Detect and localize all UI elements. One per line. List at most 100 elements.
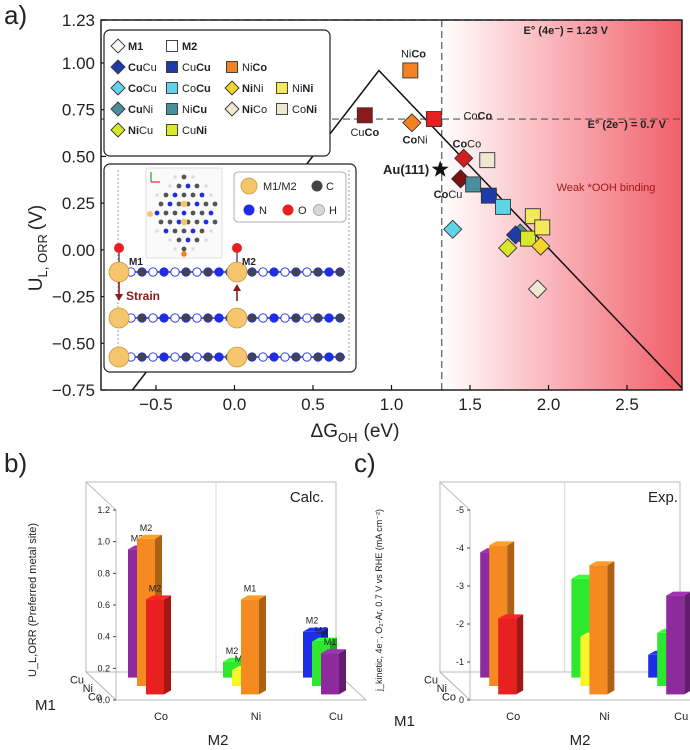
- panel-b-xlabel: M2: [208, 732, 229, 749]
- adsorbate-oxygen: [232, 243, 242, 253]
- bar-side: [516, 614, 524, 695]
- structure-inset: M1 M2 Strain M1/M2 C N O H: [103, 163, 357, 373]
- data-point: [465, 176, 482, 193]
- legend-marker: [110, 38, 126, 54]
- y-tick-label: 0.0: [97, 695, 110, 705]
- side-atom: [203, 267, 213, 277]
- legend-label: NiCu: [128, 125, 153, 137]
- molecule-atom: [167, 201, 173, 207]
- side-atom: [214, 352, 224, 362]
- molecule-atom: [154, 210, 160, 216]
- panel-c-m1-label: M1: [394, 713, 415, 730]
- bar-top: [498, 614, 524, 619]
- y-tick-label: 1.2: [97, 505, 110, 515]
- molecule-atom: [191, 175, 195, 179]
- legend-label: CoCu: [182, 83, 211, 95]
- y-tick-label: -1: [456, 657, 464, 667]
- side-atom: [280, 267, 290, 277]
- molecule-atom: [163, 192, 169, 198]
- molecule-atom: [168, 184, 172, 188]
- bar-side: [607, 561, 615, 695]
- side-atom: [324, 352, 334, 362]
- side-atom: [313, 313, 323, 323]
- side-atom: [203, 352, 213, 362]
- y-tick-label: −0.75: [52, 381, 95, 400]
- y-tick-label: 0: [459, 695, 464, 705]
- side-atom: [247, 267, 257, 277]
- side-metal-m1: [108, 346, 130, 368]
- legend-marker: [110, 80, 126, 96]
- inset-legend-marker: [282, 204, 294, 216]
- side-metal-m1: [108, 261, 130, 283]
- side-atom: [302, 313, 312, 323]
- molecule-atom: [172, 210, 178, 216]
- bar-site-label: M2: [140, 523, 153, 533]
- point-label: CuCo: [350, 127, 379, 139]
- data-point: [454, 148, 474, 168]
- panel-c-label: c): [354, 448, 376, 478]
- side-atom: [291, 313, 301, 323]
- au-label: Au(111): [383, 162, 429, 177]
- y-tick-label: 1.0: [97, 537, 110, 547]
- bar-side: [684, 592, 690, 695]
- side-atom: [280, 352, 290, 362]
- bar-site-label: M2: [131, 533, 144, 543]
- y-tick-label: 0.6: [97, 600, 110, 610]
- y-tick-label: −0.50: [52, 334, 95, 353]
- bar: M1: [241, 583, 266, 695]
- bar-top: [303, 627, 328, 632]
- point-label: NiCo: [401, 49, 426, 61]
- m2-category-label: Ni: [599, 711, 609, 723]
- inset-legend-marker: [311, 180, 323, 192]
- e2-label: E° (2e⁻) = 0.7 V: [588, 119, 667, 131]
- molecule-metal: [147, 211, 153, 217]
- adsorbate-oxygen: [114, 243, 124, 253]
- inset-m2-label: M2: [242, 257, 256, 268]
- side-atom: [148, 313, 158, 323]
- molecule-atom: [194, 237, 200, 243]
- panel-b-ylabel: U_L,ORR (Preferred metal site): [27, 523, 39, 677]
- molecule-atom: [173, 247, 177, 251]
- bar-side: [164, 595, 171, 695]
- bar-side: [259, 595, 266, 695]
- bar-side: [339, 649, 346, 695]
- bar-site-label: M2: [226, 646, 239, 656]
- side-atom: [247, 352, 257, 362]
- bar: M2: [146, 583, 171, 695]
- legend-marker: [226, 61, 238, 73]
- molecule-atom: [190, 210, 196, 216]
- side-atom: [181, 352, 191, 362]
- bar-site-label: M2: [306, 616, 319, 626]
- molecule-atom: [172, 228, 178, 234]
- bar-top: [146, 595, 171, 600]
- y-tick-label: 0.2: [97, 663, 110, 673]
- side-atom: [269, 267, 279, 277]
- molecule-atom: [176, 237, 182, 243]
- legend-marker: [166, 82, 178, 94]
- side-atom: [258, 352, 268, 362]
- bar-site-label: M1: [324, 637, 337, 647]
- molecule-atom: [168, 238, 172, 242]
- y-tick-label: 0.50: [62, 147, 95, 166]
- side-atom: [335, 267, 345, 277]
- x-tick-label: 0.0: [223, 395, 247, 414]
- bar-site-label: M2: [149, 583, 162, 593]
- m1-category-label: Ni: [437, 683, 447, 695]
- panel-c-title: Exp.: [648, 489, 678, 506]
- bar-top: [241, 595, 266, 600]
- data-point: [402, 62, 419, 79]
- x-tick-label: −0.5: [139, 395, 173, 414]
- side-atom: [170, 352, 180, 362]
- panel-c-ylabel: j_kinetic, 4e⁻, O₂-Ar, 0.7 V vs RHE (mA …: [374, 509, 384, 692]
- side-atom: [313, 267, 323, 277]
- bar-front: [146, 599, 164, 695]
- legend-marker: [224, 80, 240, 96]
- data-point: [443, 219, 463, 239]
- data-point: [498, 238, 518, 258]
- panel-a-xlabel: ΔGOH (eV): [311, 421, 400, 445]
- bar-front: [589, 565, 608, 695]
- y-tick-label: 1.23: [62, 11, 95, 30]
- molecule-top-view: [145, 167, 223, 259]
